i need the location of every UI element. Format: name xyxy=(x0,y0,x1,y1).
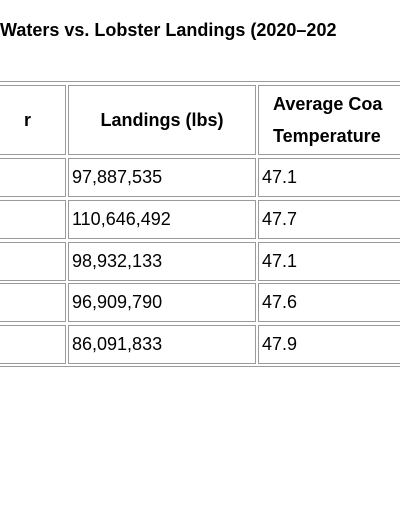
cell: 47.9 xyxy=(258,325,400,365)
cell xyxy=(0,241,66,281)
cell-text: 47.1 xyxy=(262,250,298,271)
cell-text: 47.6 xyxy=(262,292,298,313)
cell-text: 86,091,833 xyxy=(72,334,163,355)
header-text: Temperature xyxy=(273,126,381,146)
cell-text: 47.9 xyxy=(262,334,298,355)
cell xyxy=(0,199,66,239)
table-border xyxy=(0,81,400,367)
cell: 86,091,833 xyxy=(68,325,256,365)
header-text: r xyxy=(23,109,31,130)
header-cell: r xyxy=(0,85,66,155)
cell: 96,909,790 xyxy=(68,283,256,323)
cell xyxy=(0,283,66,323)
title: Waters vs. Lobster Landings (2020–202 xyxy=(0,20,337,40)
cell-text: 98,932,133 xyxy=(72,250,163,271)
cell: 110,646,492 xyxy=(68,199,256,239)
cell xyxy=(0,158,66,197)
cell-text: 110,646,492 xyxy=(72,208,171,229)
header-text: Landings (lbs) xyxy=(100,109,224,130)
cell-text: 47.1 xyxy=(262,167,298,187)
cell: 47.7 xyxy=(258,199,400,239)
header-cell: Average Coa Temperature xyxy=(258,85,400,155)
cell-text: 97,887,535 xyxy=(72,167,163,187)
cell: 47.6 xyxy=(258,283,400,323)
cell xyxy=(0,325,66,365)
cell: 98,932,133 xyxy=(68,241,256,281)
header-text: Average Coa xyxy=(273,94,383,114)
cell: 47.1 xyxy=(258,158,400,197)
cell: 47.1 xyxy=(258,241,400,281)
cell-text: 47.7 xyxy=(262,208,298,229)
cell-text: 96,909,790 xyxy=(72,292,163,313)
header-cell: Landings (lbs) xyxy=(68,85,256,155)
cell: 97,887,535 xyxy=(68,158,256,197)
